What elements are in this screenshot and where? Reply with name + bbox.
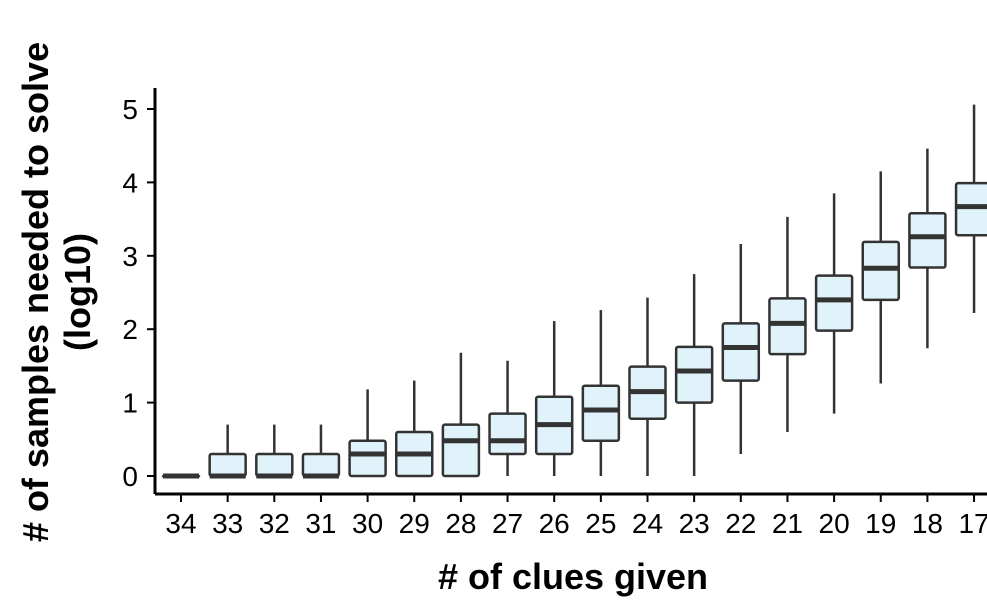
x-tick-label: 21 [772, 508, 803, 539]
x-tick-label: 18 [912, 508, 943, 539]
box-19 [861, 171, 900, 384]
x-tick-label: 30 [352, 508, 383, 539]
box-iqr [861, 240, 900, 302]
box-34 [161, 473, 201, 479]
box-22 [721, 244, 761, 454]
x-tick-label: 24 [632, 508, 663, 539]
box-iqr [255, 452, 294, 478]
x-tick-label: 31 [305, 508, 336, 539]
x-tick-label: 27 [492, 508, 523, 539]
box-29 [395, 380, 434, 478]
box-24 [628, 297, 667, 476]
x-tick-label: 32 [259, 508, 290, 539]
box-21 [768, 216, 807, 432]
x-tick-label: 34 [165, 508, 196, 539]
y-tick-label: 5 [122, 94, 138, 125]
box-iqr [674, 345, 714, 404]
box-iqr [721, 322, 761, 382]
box-28 [441, 352, 481, 478]
box-iqr [908, 211, 947, 269]
x-tick-label: 17 [958, 508, 987, 539]
box-iqr [348, 439, 387, 478]
box-20 [814, 193, 854, 414]
x-tick-label: 19 [865, 508, 896, 539]
box-23 [674, 274, 714, 476]
box-iqr [301, 452, 341, 478]
y-tick-label: 3 [122, 241, 138, 272]
x-tick-label: 26 [539, 508, 570, 539]
y-tick-label: 0 [122, 461, 138, 492]
box-iqr [581, 384, 621, 443]
box-17 [954, 104, 987, 314]
box-32 [255, 424, 294, 479]
x-tick-label: 29 [399, 508, 430, 539]
box-iqr [488, 412, 527, 456]
y-tick-label: 2 [122, 314, 138, 345]
box-iqr [208, 452, 247, 478]
box-18 [908, 148, 947, 349]
box-30 [348, 389, 387, 478]
y-tick-label: 1 [122, 388, 138, 419]
box-iqr [768, 297, 807, 356]
y-tick-label: 4 [122, 167, 138, 198]
box-iqr [441, 423, 481, 478]
box-25 [581, 310, 621, 476]
x-tick-label: 23 [679, 508, 710, 539]
x-axis-title: # of clues given [438, 556, 708, 597]
x-tick-label: 33 [212, 508, 243, 539]
y-axis: 0 1 2 3 4 5 [122, 88, 157, 494]
x-axis: 34 33 32 31 30 29 28 27 26 25 24 23 22 21 20 19 18 17 [155, 492, 987, 539]
x-tick-label: 20 [819, 508, 850, 539]
box-26 [534, 321, 574, 476]
plot-area [161, 104, 987, 479]
box-27 [488, 360, 527, 476]
box-33 [208, 424, 247, 479]
x-tick-label: 22 [725, 508, 756, 539]
box-31 [301, 424, 341, 479]
x-tick-label: 25 [585, 508, 616, 539]
y-axis-title-line1: # of samples needed to solve [15, 42, 56, 542]
box-iqr [814, 274, 854, 332]
y-axis-title-line2: (log10) [57, 233, 98, 351]
x-tick-label: 28 [445, 508, 476, 539]
box-iqr [954, 181, 987, 237]
